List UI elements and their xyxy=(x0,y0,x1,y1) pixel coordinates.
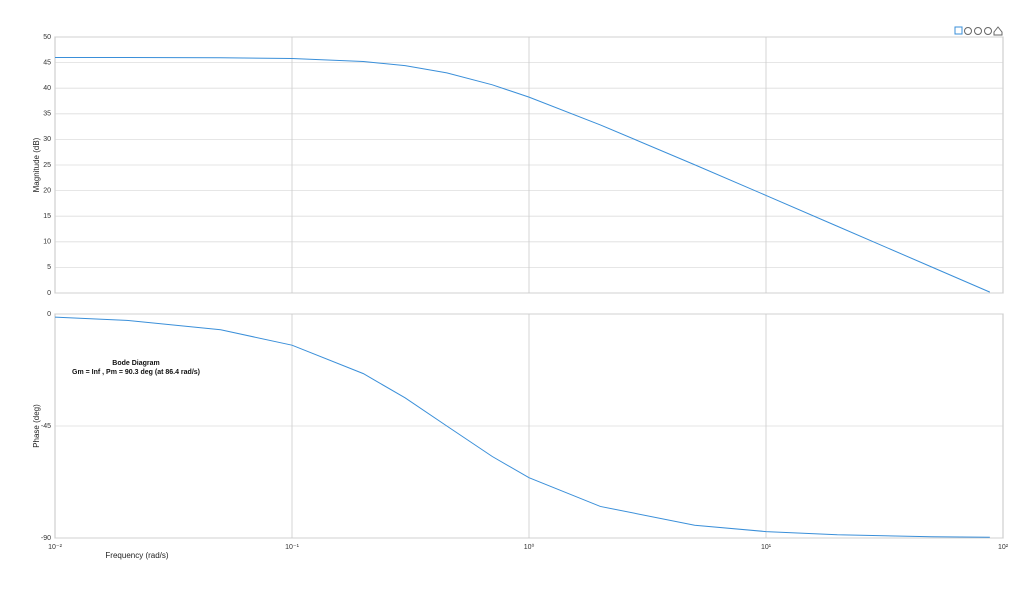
x-tick-label: 10¹ xyxy=(761,544,772,551)
toolbar[interactable] xyxy=(954,26,1003,36)
y-tick-label: 50 xyxy=(43,34,51,41)
y-tick-label: 20 xyxy=(43,187,51,194)
data-line xyxy=(54,316,990,538)
toolbar-button[interactable] xyxy=(954,26,963,35)
annotation: Gm = Inf , Pm = 90.3 deg (at 86.4 rad/s) xyxy=(72,369,200,376)
toolbar-button[interactable] xyxy=(993,26,1003,36)
y-tick-label: 5 xyxy=(47,264,51,271)
x-tick-label: 10⁻² xyxy=(48,544,62,551)
y-tick-label: 40 xyxy=(43,85,51,92)
y-tick-label: 15 xyxy=(43,213,51,220)
y-tick-label: 45 xyxy=(43,59,51,66)
y-axis-label: Magnitude (dB) xyxy=(32,137,41,192)
y-tick-label: 25 xyxy=(43,162,51,169)
y-tick-label: 0 xyxy=(47,311,51,318)
toolbar-button[interactable] xyxy=(974,27,982,35)
x-axis-label: Frequency (rad/s) xyxy=(105,551,168,560)
data-line xyxy=(54,56,991,293)
x-tick-label: 10⁰ xyxy=(524,543,535,551)
y-tick-label: -90 xyxy=(41,535,51,542)
toolbar-button[interactable] xyxy=(984,27,992,35)
y-tick-label: 30 xyxy=(43,136,51,143)
y-axis-label: Phase (deg) xyxy=(32,404,41,448)
y-tick-label: 35 xyxy=(43,111,51,118)
x-tick-label: 10² xyxy=(998,544,1009,551)
y-tick-label: 0 xyxy=(47,290,51,297)
y-tick-label: -45 xyxy=(41,423,51,430)
y-tick-label: 10 xyxy=(43,239,51,246)
toolbar-button[interactable] xyxy=(964,27,972,35)
x-tick-label: 10⁻¹ xyxy=(285,544,299,551)
annotation: Bode Diagram xyxy=(112,360,159,367)
